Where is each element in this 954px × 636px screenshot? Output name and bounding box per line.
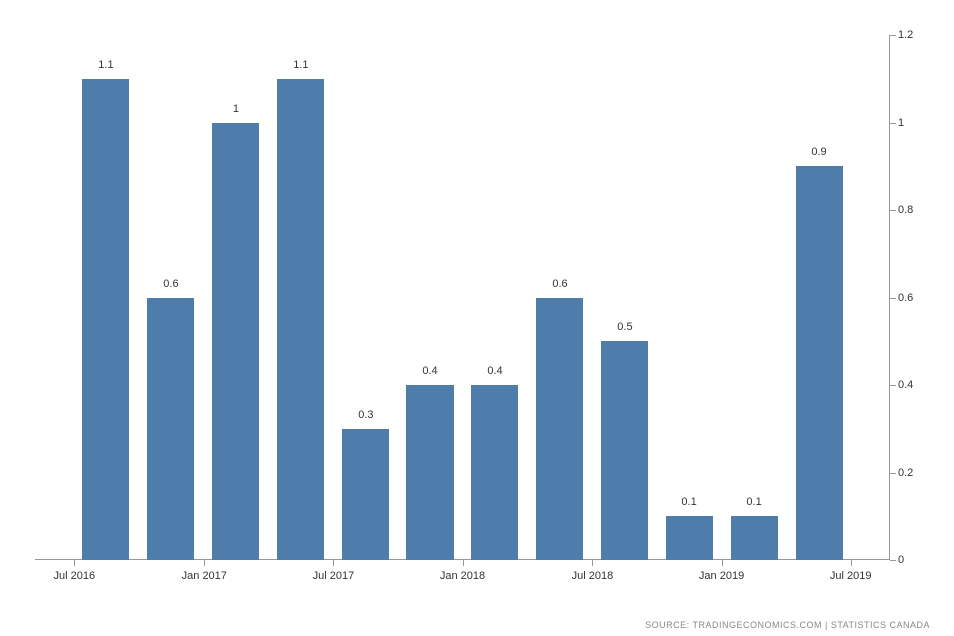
x-tick (74, 560, 75, 566)
x-tick-label: Jul 2017 (313, 570, 355, 582)
bar (796, 166, 843, 560)
bar-value-label: 0.9 (811, 146, 826, 158)
bar-value-label: 0.3 (358, 409, 373, 421)
y-tick (890, 473, 896, 474)
bar (601, 341, 648, 560)
y-tick-label: 1.2 (898, 29, 930, 41)
bar (212, 123, 259, 561)
y-tick (890, 298, 896, 299)
bar (82, 79, 129, 560)
y-tick-label: 0.6 (898, 292, 930, 304)
x-tick-label: Jan 2018 (440, 570, 485, 582)
bar (342, 429, 389, 560)
x-tick-label: Jul 2018 (572, 570, 614, 582)
bar-value-label: 1.1 (293, 59, 308, 71)
bar (277, 79, 324, 560)
bar-value-label: 0.6 (163, 278, 178, 290)
y-tick (890, 385, 896, 386)
bar-value-label: 1.1 (98, 59, 113, 71)
y-tick-label: 0 (898, 554, 930, 566)
x-tick (204, 560, 205, 566)
y-tick (890, 210, 896, 211)
y-tick-label: 1 (898, 117, 930, 129)
bar-value-label: 0.4 (487, 365, 502, 377)
y-tick-label: 0.4 (898, 379, 930, 391)
bar (406, 385, 453, 560)
x-tick (333, 560, 334, 566)
bar (731, 516, 778, 560)
chart-container: 0 0.2 0.4 0.6 0.8 1 1.2 Jul 2016 Jan 2017 Jul 201… (15, 15, 939, 590)
bar-value-label: 0.1 (681, 496, 696, 508)
x-tick-label: Jul 2016 (54, 570, 96, 582)
y-tick (890, 123, 896, 124)
plot-area: 00.20.40.60.811.2Jul 2016Jan 2017Jul 201… (35, 35, 890, 560)
x-tick-label: Jul 2019 (830, 570, 872, 582)
bar (147, 298, 194, 561)
x-tick-label: Jan 2017 (182, 570, 227, 582)
bar-value-label: 0.1 (746, 496, 761, 508)
bar (666, 516, 713, 560)
y-tick-label: 0.8 (898, 204, 930, 216)
bar-value-label: 1 (233, 103, 239, 115)
bar-value-label: 0.5 (617, 321, 632, 333)
bar (536, 298, 583, 561)
source-attribution: SOURCE: TRADINGECONOMICS.COM | STATISTIC… (645, 620, 930, 630)
bar-value-label: 0.4 (422, 365, 437, 377)
y-tick-label: 0.2 (898, 467, 930, 479)
bar (471, 385, 518, 560)
y-tick (890, 560, 896, 561)
y-tick (890, 35, 896, 36)
x-tick (463, 560, 464, 566)
bar-value-label: 0.6 (552, 278, 567, 290)
x-tick (851, 560, 852, 566)
x-tick (722, 560, 723, 566)
x-tick (592, 560, 593, 566)
x-tick-label: Jan 2019 (699, 570, 744, 582)
